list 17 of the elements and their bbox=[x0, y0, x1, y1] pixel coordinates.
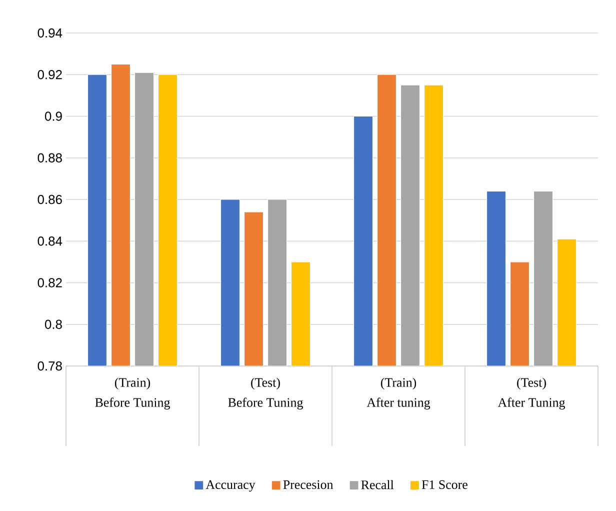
y-tick-label: 0.82 bbox=[38, 278, 62, 288]
legend-label: Precesion bbox=[283, 480, 334, 489]
y-tick-label: 0.92 bbox=[38, 70, 62, 80]
y-tick-label: 0.94 bbox=[38, 28, 62, 38]
legend-label: Recall bbox=[361, 480, 394, 490]
x-tick-label: (Test) After Tuning bbox=[498, 378, 566, 410]
y-tick-label: 0.86 bbox=[38, 194, 62, 204]
y-tick-label: 0.78 bbox=[38, 361, 62, 371]
y-tick-label: 0.8 bbox=[44, 320, 62, 329]
y-tick-label: 0.84 bbox=[38, 236, 62, 246]
x-tick-label: (Test) Before Tuning bbox=[228, 378, 303, 410]
legend-label: Accuracy bbox=[206, 480, 256, 492]
x-tick-label: (Train) Before Tuning bbox=[95, 378, 170, 410]
y-tick-label: 0.9 bbox=[44, 112, 62, 121]
x-tick-label: (Train) After tuning bbox=[366, 378, 430, 410]
y-tick-label: 0.88 bbox=[38, 153, 62, 162]
legend-label: F1 Score bbox=[422, 480, 468, 489]
